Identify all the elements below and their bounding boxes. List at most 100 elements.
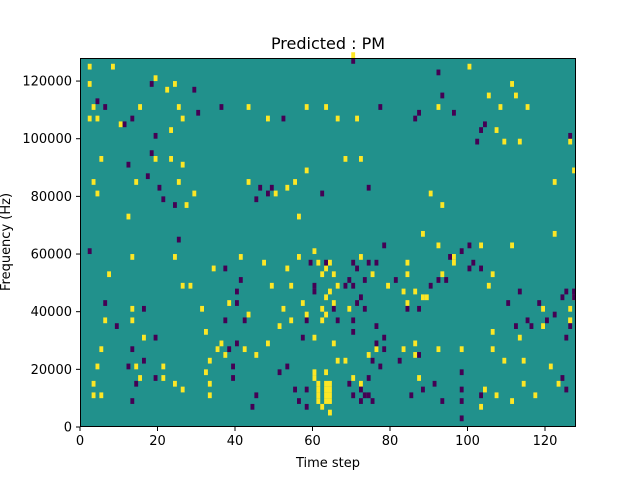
heatmap-cell	[525, 317, 530, 324]
heatmap-cell	[514, 92, 518, 99]
heatmap-cell	[169, 127, 173, 133]
heatmap-cell	[289, 282, 294, 289]
heatmap-cell	[421, 294, 425, 301]
heatmap-cell	[118, 121, 123, 128]
heatmap-cell	[347, 305, 352, 312]
heatmap-cell	[568, 305, 573, 312]
heatmap-cell	[281, 115, 286, 122]
heatmap-cell	[153, 156, 158, 162]
heatmap-cell	[165, 86, 170, 93]
heatmap-cell	[238, 254, 243, 260]
heatmap-cell	[440, 202, 445, 208]
heatmap-cell	[378, 363, 383, 370]
heatmap-cell	[428, 190, 433, 197]
heatmap-cell	[351, 328, 356, 335]
heatmap-cell	[572, 167, 576, 174]
heatmap-cell	[126, 213, 131, 220]
y-tick-label: 100000	[22, 132, 72, 147]
heatmap-cell	[95, 98, 100, 105]
heatmap-cell	[126, 363, 131, 370]
heatmap-cell	[459, 415, 464, 422]
heatmap-cell	[215, 346, 220, 353]
heatmap-cell	[483, 121, 487, 128]
heatmap-cell	[421, 230, 425, 237]
heatmap-cell	[293, 386, 297, 393]
heatmap-cell	[246, 311, 251, 318]
x-tick-label: 60	[304, 434, 321, 449]
heatmap-cell	[405, 259, 410, 266]
heatmap-cell	[235, 288, 239, 295]
heatmap-cell	[324, 265, 328, 272]
heatmap-cell	[316, 392, 321, 399]
plot-area	[80, 52, 576, 427]
heatmap-cell	[436, 69, 441, 76]
heatmap-cell	[382, 346, 387, 353]
heatmap-cell	[459, 369, 464, 376]
heatmap-cell	[366, 259, 371, 266]
heatmap-cell	[510, 398, 514, 404]
heatmap-cell	[316, 380, 321, 387]
heatmap-cell	[328, 409, 332, 416]
heatmap-cell	[246, 104, 251, 110]
heatmap-cell	[266, 115, 270, 122]
x-tick-label: 40	[227, 434, 244, 449]
heatmap-cell	[149, 150, 154, 157]
y-tick-label: 80000	[31, 190, 72, 205]
heatmap-cell	[180, 115, 185, 122]
heatmap-cell	[417, 352, 421, 358]
heatmap-cell	[269, 282, 274, 289]
heatmap-cell	[103, 300, 108, 306]
heatmap-cell	[130, 317, 135, 324]
heatmap-cell	[87, 115, 92, 122]
heatmap-cell	[362, 277, 367, 283]
x-tick-label: 100	[455, 434, 480, 449]
heatmap-cell	[316, 386, 321, 393]
heatmap-cell	[227, 300, 232, 306]
heatmap-cell	[572, 288, 576, 295]
heatmap-cell	[560, 375, 565, 381]
x-tick-label: 0	[76, 434, 84, 449]
heatmap-cell	[111, 63, 115, 70]
heatmap-cell	[223, 317, 228, 324]
heatmap-cell	[486, 92, 491, 99]
heatmap-cell	[95, 363, 100, 370]
heatmap-cell	[467, 265, 472, 272]
heatmap-cell	[262, 259, 266, 266]
heatmap-cell	[188, 282, 193, 289]
heatmap-cell	[324, 259, 328, 266]
heatmap-cell	[343, 156, 348, 162]
heatmap-cell	[134, 179, 139, 185]
heatmap-cell	[467, 63, 472, 70]
heatmap-cell	[564, 288, 569, 295]
heatmap-cell	[479, 127, 483, 133]
heatmap-cell	[366, 352, 371, 358]
heatmap-cell	[153, 375, 158, 381]
heatmap-cell	[479, 392, 483, 399]
heatmap-cell	[355, 115, 359, 122]
heatmap-cell	[196, 109, 201, 116]
heatmap-cell	[374, 259, 379, 266]
heatmap-cell	[176, 179, 181, 185]
heatmap-cell	[331, 300, 336, 306]
heatmap-cell	[417, 305, 421, 312]
heatmap-cell	[173, 202, 177, 208]
heatmap-cell	[293, 179, 297, 185]
heatmap-cell	[359, 254, 363, 260]
heatmap-cell	[409, 392, 414, 399]
heatmap-cell	[320, 403, 325, 410]
heatmap-cell	[161, 375, 166, 381]
heatmap-cell	[440, 271, 445, 278]
heatmap-cell	[176, 236, 181, 243]
heatmap-cell	[227, 346, 232, 353]
heatmap-cell	[180, 161, 185, 168]
heatmap-cell	[297, 254, 301, 260]
heatmap-cell	[184, 202, 189, 208]
heatmap-cell	[204, 328, 208, 335]
heatmap-cell	[173, 380, 177, 387]
heatmap-cell	[207, 392, 212, 399]
heatmap-cell	[521, 380, 526, 387]
heatmap-cell	[459, 398, 464, 404]
heatmap-cell	[161, 196, 166, 203]
heatmap-cell	[138, 104, 142, 110]
heatmap-cell	[87, 248, 92, 255]
